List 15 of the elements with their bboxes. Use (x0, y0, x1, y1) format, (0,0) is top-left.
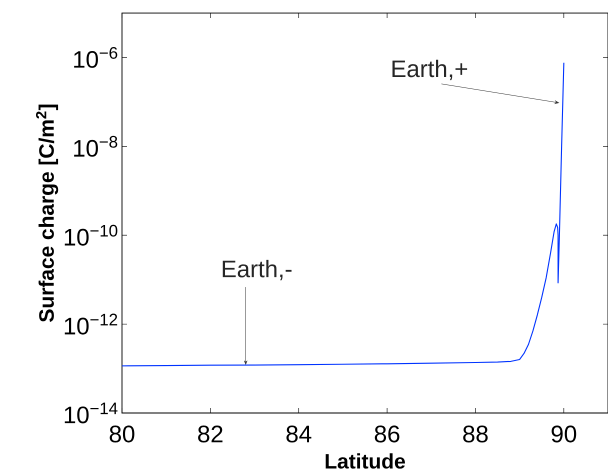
annotation: Earth,- (222, 260, 292, 280)
annotation: Earth,+ (392, 60, 468, 80)
y-tick-label: 10$^{−12}$ (64, 314, 118, 335)
y-tick-label: 10$^{−10}$ (64, 224, 118, 246)
x-tick-label: 86 (374, 426, 400, 442)
y-tick-label: 10$^{−6}$ (74, 47, 118, 68)
x-tick-label: 90 (552, 426, 576, 442)
y-tick-label: 10$^{−8}$ (74, 136, 118, 157)
x-tick-label: 82 (198, 426, 222, 442)
x-tick-label: 84 (286, 426, 312, 442)
x-axis-title: Latitude (326, 453, 405, 469)
y-tick-label: 10$^{−14}$ (64, 402, 118, 424)
x-tick-label: 88 (463, 426, 488, 442)
y-axis-title: Surface charge [C/m$^{2}$] (36, 104, 58, 322)
x-tick-label: 80 (110, 426, 134, 442)
